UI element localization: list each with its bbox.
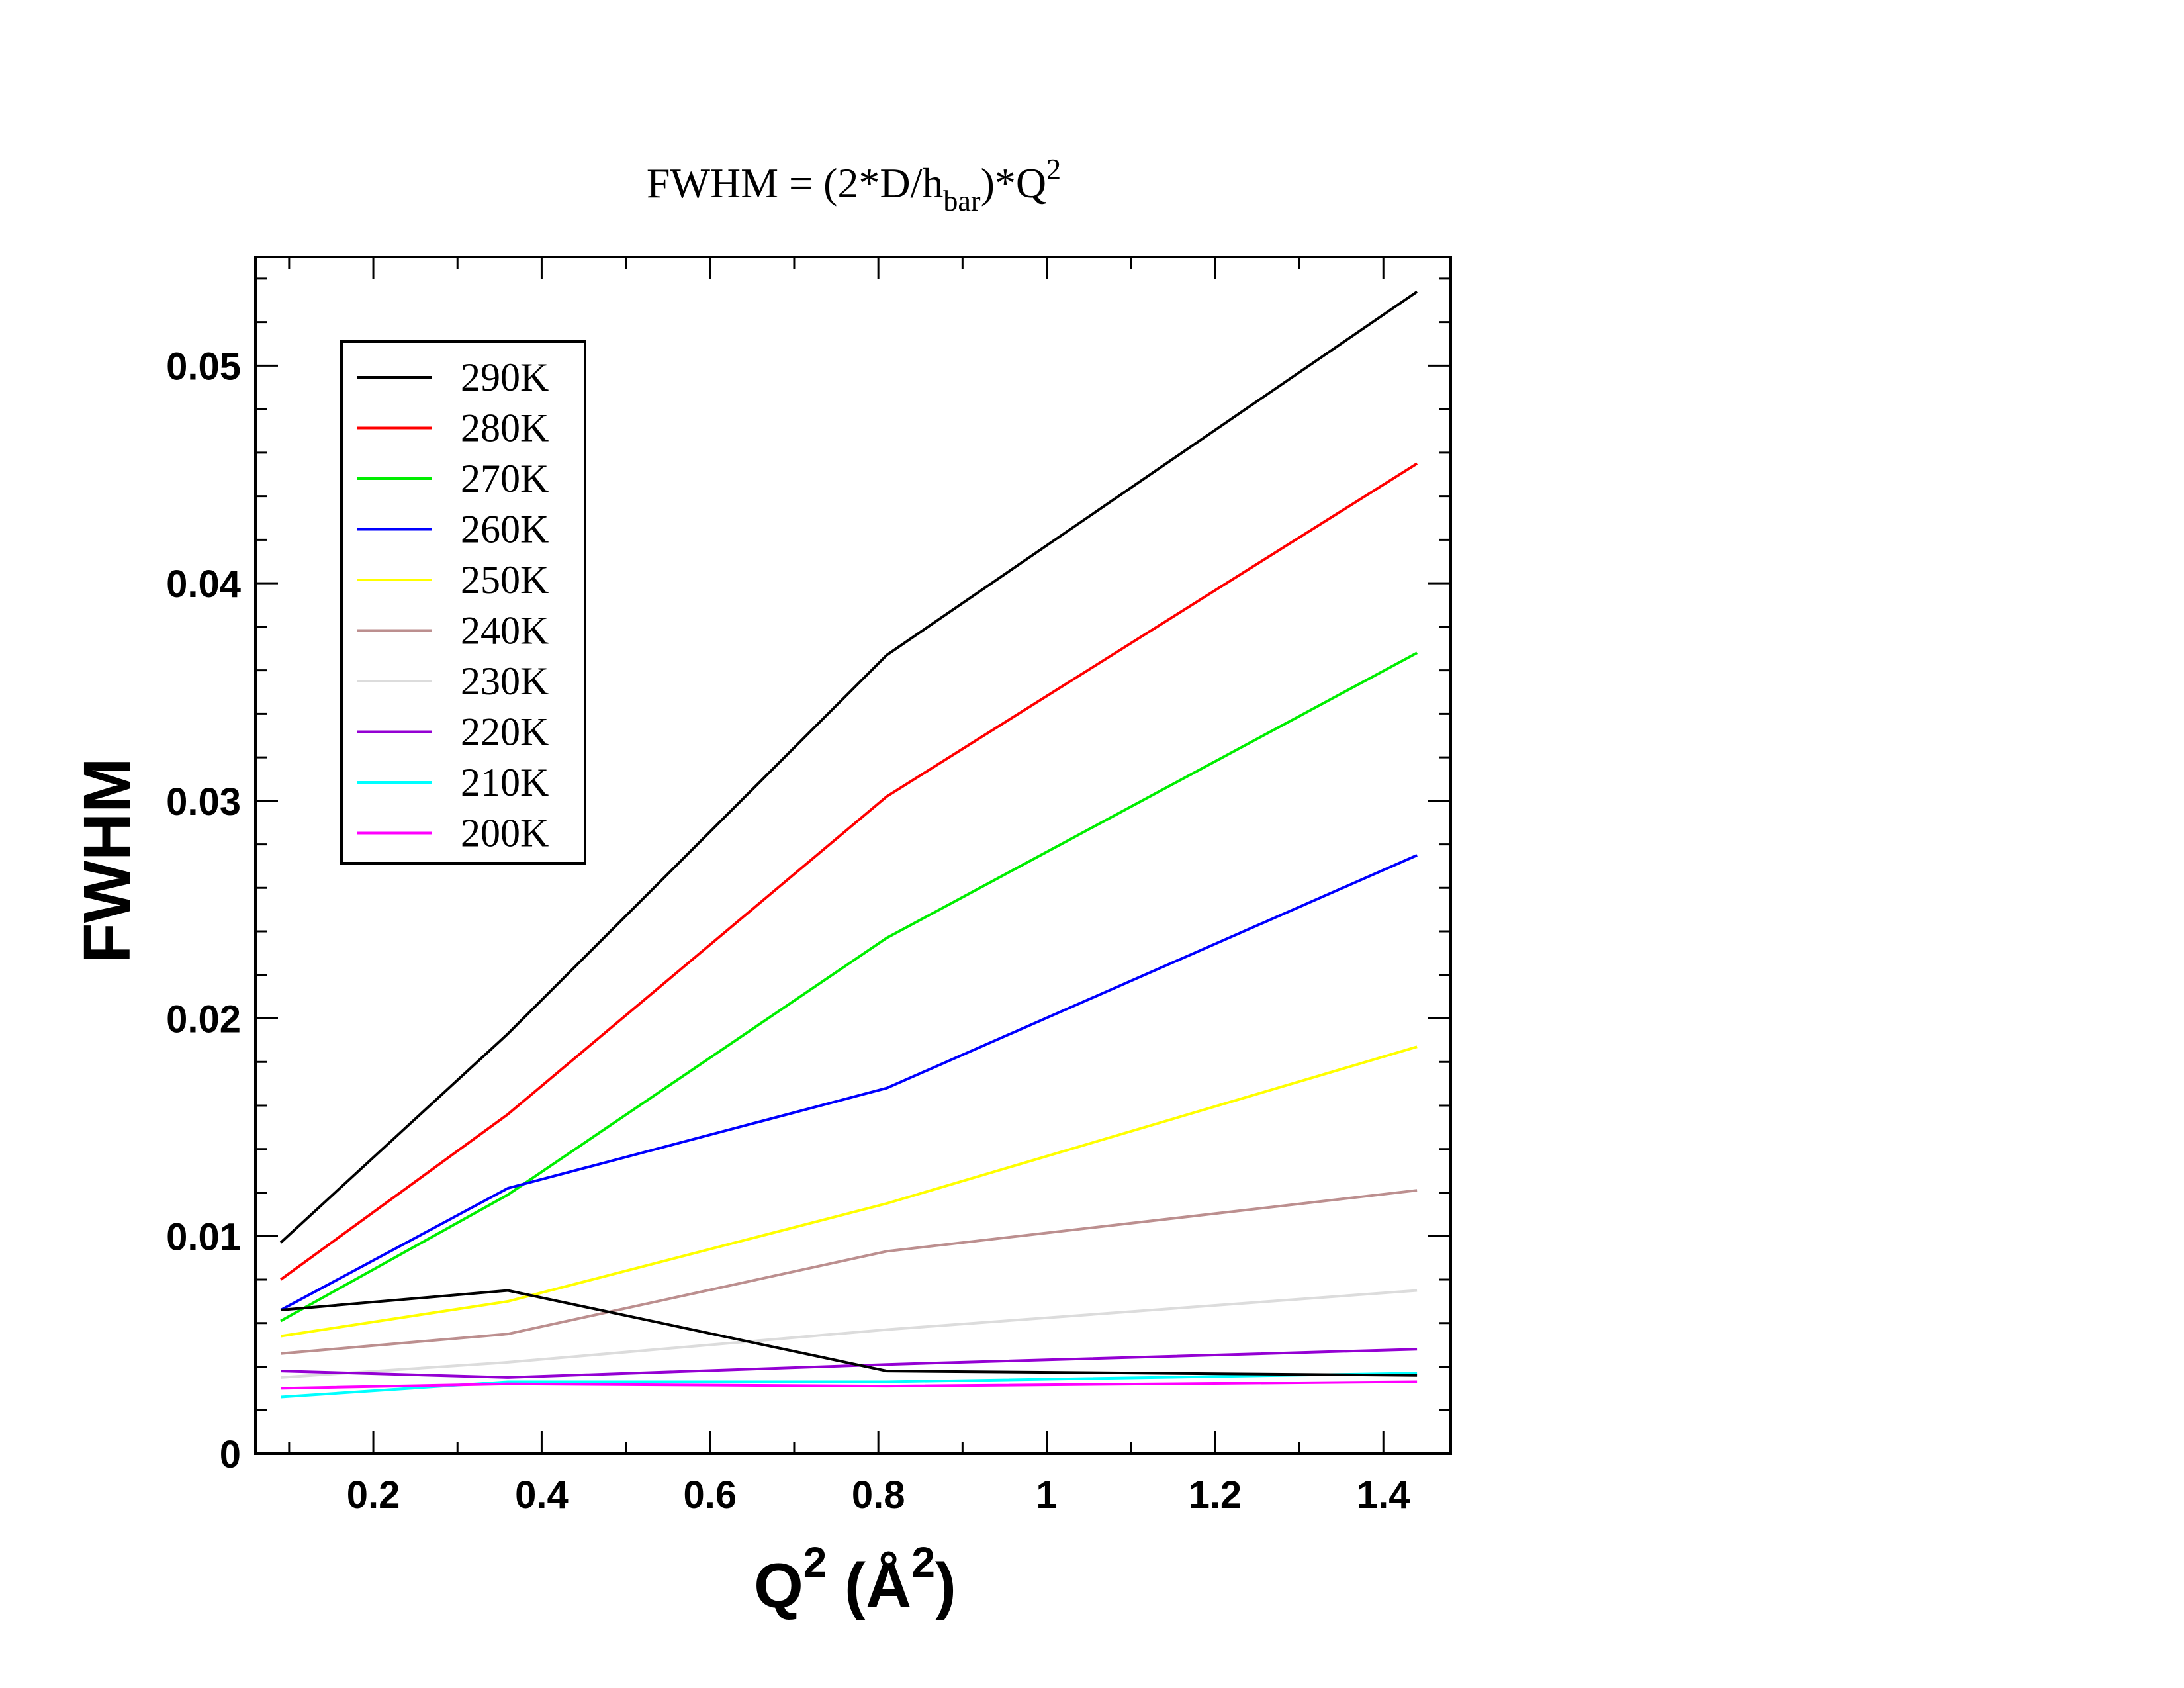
plot-frame (254, 256, 1452, 1455)
series-line-unlabeled-10 (281, 1289, 1418, 1377)
series-line-210k (281, 1372, 1418, 1399)
legend-label: 280K (461, 406, 549, 450)
series-line-240k (281, 1189, 1418, 1355)
x-axis-label: Q2 (Å2) (754, 1538, 956, 1621)
series-line-270k (280, 651, 1418, 1323)
series-line-250k (280, 1045, 1418, 1338)
legend-item-290k: 290K (357, 355, 549, 399)
x-tick-label: 0.4 (515, 1474, 569, 1517)
chart-title-prefix: FWHM = (2*D/h (647, 160, 944, 207)
chart-title-superscript: 2 (1046, 153, 1061, 185)
legend-item-280k: 280K (357, 406, 549, 450)
legend-label: 220K (461, 710, 549, 754)
x-axis-label-end: ) (935, 1550, 956, 1621)
legend: 290K 280K 270K 260K 250K 240K 230K 220K 210K 200K (340, 340, 586, 865)
x-axis-label-middle: (Å (827, 1550, 911, 1621)
legend-entries: 290K 280K 270K 260K 250K 240K 230K 220K 210K 200K (357, 355, 549, 855)
series-line-220k (281, 1348, 1418, 1379)
x-tick-label: 0.8 (852, 1474, 905, 1517)
chart-title: FWHM = (2*D/hbar)*Q2 (647, 153, 1061, 217)
y-axis-label: FWHM (70, 758, 144, 964)
series-line-290k (279, 290, 1418, 1244)
x-tick-label: 0.2 (347, 1474, 400, 1517)
x-tick-label: 1.2 (1189, 1474, 1242, 1517)
legend-item-210k: 210K (357, 761, 549, 804)
legend-item-260k: 260K (357, 508, 549, 551)
y-tick-label: 0.04 (166, 563, 241, 606)
legend-label: 270K (461, 457, 549, 500)
chart-title-middle: )*Q (981, 160, 1047, 207)
legend-label: 290K (461, 355, 549, 399)
x-tick-label: 0.6 (683, 1474, 737, 1517)
legend-item-270k: 270K (357, 457, 549, 500)
x-tick-label: 1 (1036, 1474, 1057, 1517)
y-tick-label: 0.02 (166, 998, 241, 1041)
legend-label: 240K (461, 609, 549, 653)
series-line-260k (280, 854, 1418, 1311)
legend-item-250k: 250K (357, 558, 549, 602)
chart-title-subscript: bar (943, 185, 981, 217)
legend-item-200k: 200K (357, 812, 549, 855)
legend-label: 200K (461, 812, 549, 855)
legend-item-240k: 240K (357, 609, 549, 653)
legend-label: 210K (461, 761, 549, 804)
x-axis-label-sup1: 2 (803, 1538, 827, 1586)
x-axis-label-base: Q (754, 1550, 803, 1621)
legend-label: 260K (461, 508, 549, 551)
legend-label: 250K (461, 558, 549, 602)
series-line-280k (280, 462, 1418, 1281)
series-line-200k (281, 1380, 1418, 1390)
x-tick-label: 1.4 (1357, 1474, 1410, 1517)
legend-item-220k: 220K (357, 710, 549, 754)
y-tick-label: 0 (220, 1433, 241, 1476)
legend-label: 230K (461, 659, 549, 703)
legend-item-230k: 230K (357, 659, 549, 703)
tick-layer: 0.2 0.4 0.6 0.8 1 1.2 1.4 0 0.01 0.02 0.03 0.04 0.05 (166, 257, 1451, 1517)
y-tick-label: 0.03 (166, 780, 241, 823)
series-line-230k (281, 1289, 1418, 1379)
y-tick-label: 0.01 (166, 1215, 241, 1258)
y-tick-label: 0.05 (166, 345, 241, 388)
series-layer (279, 290, 1418, 1399)
x-axis-label-sup2: 2 (911, 1538, 935, 1586)
